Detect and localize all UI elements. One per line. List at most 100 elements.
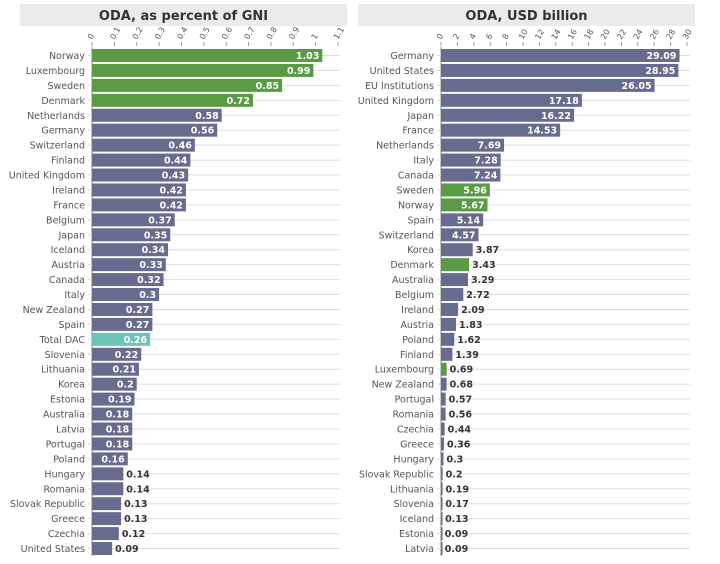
bar[interactable] (92, 527, 119, 541)
bar[interactable] (441, 437, 444, 451)
bar[interactable] (441, 288, 464, 302)
category-label: New Zealand (23, 305, 85, 316)
bar[interactable] (92, 138, 195, 152)
category-label: Slovak Republic (359, 469, 434, 480)
value-label: 1.83 (459, 320, 482, 331)
bar[interactable] (441, 392, 446, 406)
category-label: Hungary (44, 469, 85, 480)
bar[interactable] (441, 482, 443, 496)
value-label: 0.42 (159, 185, 182, 196)
category-label: Poland (402, 335, 434, 346)
bar[interactable] (441, 243, 473, 257)
bar[interactable] (92, 198, 186, 212)
bar[interactable] (92, 362, 139, 376)
bar[interactable] (441, 542, 443, 556)
value-label: 0.44 (448, 425, 472, 436)
category-label: Romania (392, 410, 434, 421)
bar[interactable] (92, 467, 124, 481)
value-label: 0.22 (115, 350, 138, 361)
bar[interactable] (92, 377, 137, 391)
value-label: 5.67 (461, 200, 484, 211)
bar[interactable] (92, 347, 142, 361)
bar[interactable] (441, 362, 447, 376)
bar[interactable] (92, 288, 160, 302)
tick-label: 16 (566, 28, 579, 41)
category-label: Luxembourg (375, 365, 434, 376)
category-label: EU Institutions (365, 81, 434, 92)
bar[interactable] (92, 153, 191, 167)
bar[interactable] (92, 258, 166, 272)
bar[interactable] (92, 49, 323, 62)
bar[interactable] (441, 273, 468, 287)
bar[interactable] (92, 183, 186, 197)
tick-label: 22 (615, 28, 628, 41)
bar[interactable] (92, 228, 171, 242)
bar[interactable] (441, 407, 446, 421)
category-label: Japan (58, 230, 86, 241)
value-label: 0.2 (446, 469, 463, 480)
bar[interactable] (441, 497, 443, 511)
bar[interactable] (441, 258, 470, 272)
bar[interactable] (441, 138, 505, 152)
bar[interactable] (441, 332, 455, 346)
bar[interactable] (92, 168, 189, 182)
value-label: 2.72 (466, 290, 489, 301)
bar[interactable] (441, 347, 453, 361)
bar[interactable] (92, 63, 314, 77)
value-label: 0.27 (126, 320, 149, 331)
bar[interactable] (441, 467, 443, 481)
bar[interactable] (92, 452, 128, 466)
value-label: 0.56 (191, 126, 215, 137)
bar[interactable] (441, 153, 501, 167)
bar[interactable] (441, 213, 484, 227)
bar[interactable] (441, 527, 443, 541)
bar[interactable] (92, 332, 151, 346)
bar[interactable] (92, 123, 218, 137)
bar[interactable] (441, 377, 447, 391)
category-label: Total DAC (39, 335, 86, 346)
bar[interactable] (441, 168, 501, 182)
bar[interactable] (92, 437, 133, 451)
bar[interactable] (441, 63, 679, 77)
category-label: Spain (407, 215, 434, 226)
category-label: Norway (398, 200, 434, 211)
bar[interactable] (92, 93, 254, 107)
bar[interactable] (441, 512, 443, 526)
bar[interactable] (92, 273, 164, 287)
bar[interactable] (441, 302, 459, 316)
value-label: 7.69 (478, 141, 501, 152)
bar[interactable] (92, 78, 283, 92)
category-label: France (53, 200, 85, 211)
bar[interactable] (441, 108, 575, 122)
bar[interactable] (92, 108, 222, 122)
value-label: 0.13 (124, 514, 147, 525)
value-label: 29.09 (646, 51, 676, 62)
bar[interactable] (92, 302, 153, 316)
value-label: 0.72 (227, 96, 250, 107)
bar[interactable] (92, 542, 113, 556)
tick-label: 0.5 (198, 25, 212, 41)
bar[interactable] (92, 497, 122, 511)
bar[interactable] (441, 93, 582, 107)
category-label: Finland (400, 350, 434, 361)
bar[interactable] (441, 123, 561, 137)
bar[interactable] (441, 422, 445, 436)
bar[interactable] (441, 183, 490, 197)
bar[interactable] (441, 49, 680, 62)
bar[interactable] (92, 512, 122, 526)
bar[interactable] (92, 482, 124, 496)
bar[interactable] (441, 228, 479, 242)
bar[interactable] (92, 407, 133, 421)
bar[interactable] (441, 198, 488, 212)
bar[interactable] (92, 422, 133, 436)
bar[interactable] (92, 213, 175, 227)
bar[interactable] (441, 78, 655, 92)
bar[interactable] (441, 317, 457, 331)
bar[interactable] (92, 392, 135, 406)
category-label: United States (21, 544, 85, 555)
bar[interactable] (92, 317, 153, 331)
value-label: 0.35 (144, 230, 167, 241)
tick-label: 0.1 (108, 25, 122, 41)
bar[interactable] (441, 452, 444, 466)
bar[interactable] (92, 243, 169, 257)
